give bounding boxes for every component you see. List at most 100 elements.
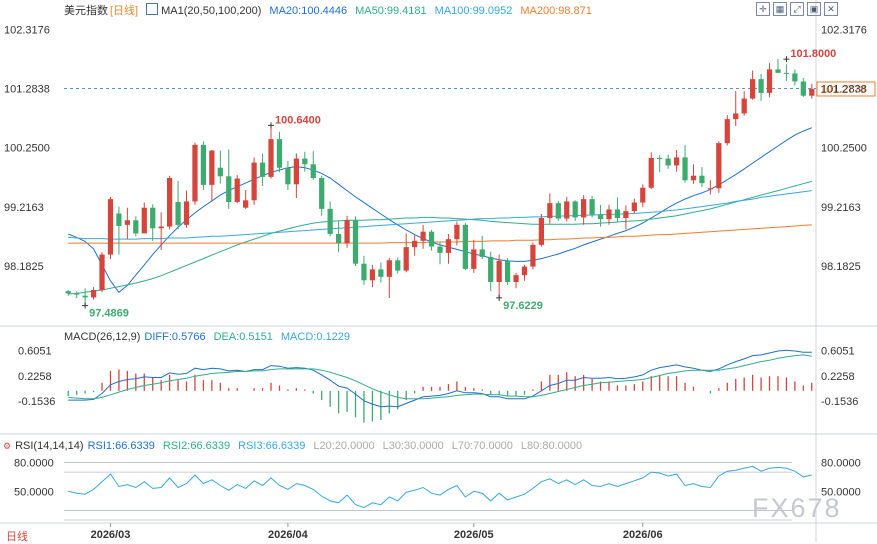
candle-body[interactable] bbox=[302, 158, 308, 165]
candle-body[interactable] bbox=[750, 79, 756, 99]
candle-body[interactable] bbox=[335, 234, 342, 244]
candle-body[interactable] bbox=[226, 176, 232, 202]
candle-body[interactable] bbox=[285, 167, 291, 185]
candle-body[interactable] bbox=[352, 220, 359, 264]
candle-body[interactable] bbox=[572, 201, 578, 218]
candlestick-layer[interactable] bbox=[65, 59, 815, 306]
candle-body[interactable] bbox=[471, 249, 477, 269]
candle-body[interactable] bbox=[707, 188, 714, 190]
candle-body[interactable] bbox=[175, 202, 181, 225]
candle-body[interactable] bbox=[445, 239, 452, 253]
zoom-icon[interactable]: ⤢ bbox=[790, 2, 804, 16]
candle-body[interactable] bbox=[555, 203, 561, 219]
candle-body[interactable] bbox=[581, 199, 587, 218]
candle-body[interactable] bbox=[758, 79, 764, 93]
candle-body[interactable] bbox=[209, 150, 215, 185]
candle-body[interactable] bbox=[606, 209, 612, 220]
candle-body[interactable] bbox=[90, 290, 97, 298]
candle-body[interactable] bbox=[166, 178, 173, 227]
candle-body[interactable] bbox=[724, 119, 730, 144]
candle-body[interactable] bbox=[564, 201, 570, 219]
candle-body[interactable] bbox=[682, 157, 688, 181]
candle-body[interactable] bbox=[243, 200, 249, 208]
candle-body[interactable] bbox=[454, 224, 460, 240]
candle-body[interactable] bbox=[107, 199, 114, 255]
candle-body[interactable] bbox=[479, 249, 485, 257]
candle-body[interactable] bbox=[766, 69, 773, 93]
candle-body[interactable] bbox=[690, 175, 697, 181]
candle-body[interactable] bbox=[699, 175, 705, 184]
candle-body[interactable] bbox=[462, 224, 468, 269]
candle-body[interactable] bbox=[513, 275, 519, 282]
candle-body[interactable] bbox=[158, 226, 164, 229]
candle-body[interactable] bbox=[733, 113, 739, 120]
candle-body[interactable] bbox=[99, 254, 105, 290]
settings-icon[interactable]: ▣ bbox=[807, 2, 821, 16]
candle-body[interactable] bbox=[293, 158, 299, 185]
candle-body[interactable] bbox=[420, 231, 426, 241]
grid-icon[interactable]: ▦ bbox=[773, 2, 787, 16]
candle-body[interactable] bbox=[623, 211, 629, 218]
candle-body[interactable] bbox=[82, 295, 88, 298]
candle-body[interactable] bbox=[716, 143, 722, 189]
candle-body[interactable] bbox=[428, 231, 435, 247]
candle-body[interactable] bbox=[538, 218, 545, 245]
candle-body[interactable] bbox=[403, 247, 409, 271]
candle-body[interactable] bbox=[183, 201, 190, 225]
ma-settings-icon[interactable] bbox=[146, 3, 159, 15]
candle-body[interactable] bbox=[741, 98, 747, 114]
candle-body[interactable] bbox=[217, 167, 223, 177]
candle-body[interactable] bbox=[378, 269, 384, 277]
candle-body[interactable] bbox=[344, 220, 350, 244]
candle-body[interactable] bbox=[268, 139, 274, 177]
candle-body[interactable] bbox=[521, 266, 528, 276]
candle-body[interactable] bbox=[369, 269, 376, 281]
candle-body[interactable] bbox=[614, 209, 621, 218]
candle-body[interactable] bbox=[412, 240, 418, 248]
candle-body[interactable] bbox=[775, 69, 781, 73]
candle-body[interactable] bbox=[640, 187, 646, 203]
candle-body[interactable] bbox=[276, 139, 283, 168]
candle-body[interactable] bbox=[631, 202, 637, 212]
candle-body[interactable] bbox=[488, 256, 494, 282]
candle-body[interactable] bbox=[74, 293, 80, 295]
candle-body[interactable] bbox=[116, 213, 122, 226]
candle-body[interactable] bbox=[133, 220, 139, 234]
candle-body[interactable] bbox=[319, 178, 325, 209]
candle-body[interactable] bbox=[589, 199, 595, 215]
candle-body[interactable] bbox=[386, 260, 392, 277]
candle-body[interactable] bbox=[648, 158, 654, 188]
candle-body[interactable] bbox=[361, 263, 367, 281]
candle-body[interactable] bbox=[192, 144, 198, 202]
candle-body[interactable] bbox=[141, 207, 147, 234]
candle-body[interactable] bbox=[150, 207, 156, 229]
rsi-drag-icon[interactable]: ⚙ bbox=[3, 441, 12, 451]
candle-body[interactable] bbox=[547, 203, 553, 218]
candle-body[interactable] bbox=[597, 214, 604, 220]
candle-body[interactable] bbox=[327, 208, 333, 234]
candle-body[interactable] bbox=[65, 291, 71, 294]
ma100-line bbox=[68, 190, 812, 240]
candle-body[interactable] bbox=[310, 164, 316, 178]
candle-body[interactable] bbox=[783, 72, 790, 74]
candle-body[interactable] bbox=[809, 88, 815, 96]
candle-body[interactable] bbox=[657, 158, 663, 159]
candle-body[interactable] bbox=[124, 220, 130, 225]
candle-body[interactable] bbox=[496, 260, 502, 282]
candle-body[interactable] bbox=[800, 81, 806, 96]
close-icon[interactable]: ✕ bbox=[824, 2, 838, 16]
candle-body[interactable] bbox=[200, 144, 207, 185]
candle-body[interactable] bbox=[792, 73, 798, 82]
candle-body[interactable] bbox=[530, 244, 536, 267]
period-footer-label[interactable]: 日线 bbox=[6, 531, 28, 543]
candle-body[interactable] bbox=[504, 260, 511, 282]
candle-body[interactable] bbox=[251, 162, 257, 201]
candle-body[interactable] bbox=[395, 260, 401, 271]
candle-body[interactable] bbox=[673, 157, 680, 166]
crosshair-icon[interactable]: ✛ bbox=[756, 2, 770, 16]
candle-body[interactable] bbox=[234, 178, 240, 202]
period-tag[interactable]: [日线] bbox=[110, 5, 139, 17]
candle-body[interactable] bbox=[437, 246, 443, 253]
candle-body[interactable] bbox=[665, 158, 671, 166]
candle-body[interactable] bbox=[259, 162, 266, 177]
